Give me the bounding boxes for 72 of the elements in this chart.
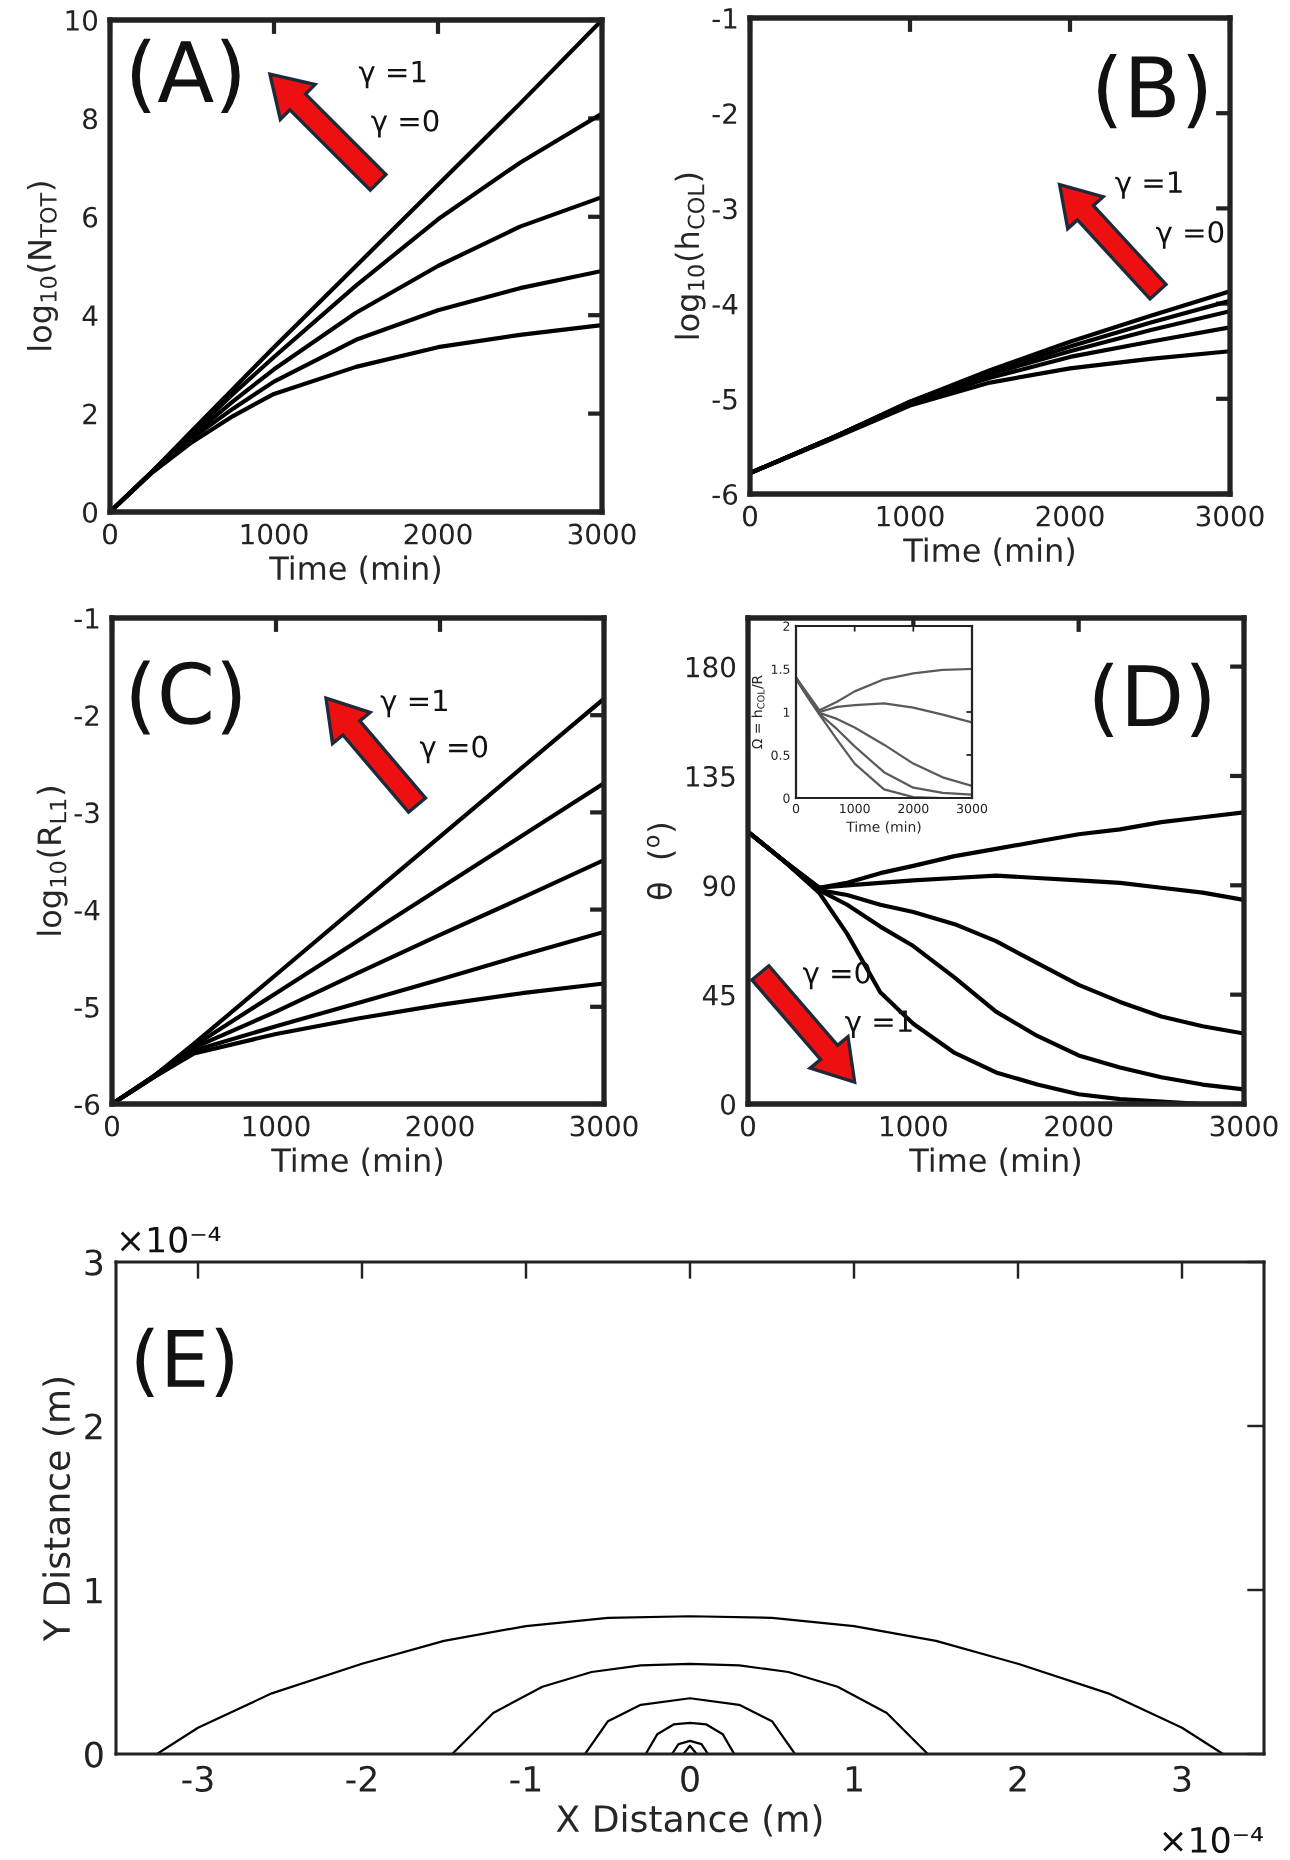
- x-tick-label: 3000: [570, 1115, 638, 1137]
- x-tick-label: 1000: [877, 505, 944, 527]
- x-tick-label: 2000: [1036, 505, 1104, 527]
- annotation: γ =0: [803, 961, 871, 990]
- x-tick-label: 2000: [406, 1115, 474, 1137]
- y-tick-label: -2: [712, 103, 737, 124]
- y-tick-label: -5: [712, 389, 737, 410]
- annotation: γ =1: [380, 689, 447, 718]
- text: ×10⁻⁴: [1163, 1826, 1263, 1854]
- x-axis-title: X Distance (m): [556, 1804, 822, 1837]
- annotation: γ =1: [845, 1010, 912, 1038]
- y-tick-label: -5: [74, 997, 99, 1018]
- y-tick-label: 0: [85, 1741, 103, 1768]
- x-axis-title: Time (min): [269, 555, 440, 585]
- y-tick-label: -4: [74, 899, 100, 921]
- y-tick-label: -1: [74, 608, 99, 629]
- y-tick-label: -2: [74, 705, 99, 726]
- text: ×10⁻⁴: [120, 1226, 221, 1253]
- y-tick-label: 135: [686, 765, 735, 787]
- x-tick-label: 1000: [243, 1115, 310, 1137]
- y-tick-label: 6: [83, 206, 98, 228]
- x-tick-label: 3000: [568, 523, 636, 545]
- x-tick-label: -2: [346, 1765, 376, 1792]
- annotation: γ =0: [1156, 220, 1224, 249]
- y-axis-title: log$_{10}$(N$_{TOT}$): [27, 182, 58, 350]
- x-tick-label: 3000: [1196, 505, 1264, 527]
- annotation: (C): [131, 660, 241, 735]
- y-tick-label: 180: [686, 656, 736, 678]
- annotation: (D): [1094, 662, 1210, 738]
- y-tick-label: 3: [85, 1249, 103, 1276]
- y-axis-title: log$_{10}$(R$_{L1}$): [36, 787, 68, 935]
- annotation: γ =0: [371, 109, 439, 138]
- y-tick-label: 0: [721, 1093, 736, 1115]
- x-tick-label: 3000: [1210, 1115, 1278, 1137]
- x-tick-label: -1: [510, 1766, 541, 1792]
- y-tick-label: -3: [712, 198, 737, 220]
- x-tick-label: 2000: [404, 523, 472, 545]
- y-axis-title: Y Distance (m): [42, 1377, 75, 1642]
- annotation: (A): [131, 38, 240, 114]
- x-tick-label: 1000: [881, 1115, 947, 1137]
- x-tick-label: 2000: [1045, 1115, 1113, 1137]
- x-tick-label: 1: [846, 1766, 862, 1792]
- x-tick-label: 0: [104, 1115, 119, 1137]
- y-axis-title: log$_{10}$(h$_{COL}$): [674, 173, 706, 339]
- y-tick-label: 1: [86, 1577, 102, 1604]
- annotation: (E): [136, 1327, 233, 1398]
- x-tick-label: 2: [1009, 1765, 1026, 1792]
- y-axis-title: θ ($^{o}$): [646, 824, 676, 900]
- x-tick-label: 0: [742, 505, 757, 527]
- x-tick-label: 0: [102, 523, 117, 545]
- annotation: γ =0: [419, 735, 488, 764]
- annotation: γ =1: [358, 60, 426, 89]
- y-tick-label: -6: [74, 1093, 100, 1115]
- x-axis-title: Time (min): [903, 537, 1074, 567]
- y-tick-label: -1: [712, 8, 737, 29]
- x-tick-label: 0: [740, 1115, 755, 1137]
- y-tick-label: 2: [85, 1413, 102, 1440]
- annotation: γ =1: [1115, 171, 1182, 199]
- annotation: (B): [1098, 53, 1207, 129]
- y-tick-label: 4: [82, 305, 98, 326]
- y-tick-label: -4: [712, 293, 738, 315]
- y-tick-label: 2: [83, 403, 97, 425]
- y-tick-label: 8: [83, 108, 97, 130]
- x-tick-label: 3: [1173, 1765, 1191, 1792]
- y-tick-label: -6: [712, 483, 738, 505]
- x-axis-title: Time (min): [909, 1147, 1080, 1177]
- x-tick-label: -3: [182, 1765, 213, 1792]
- y-tick-label: 10: [66, 9, 98, 31]
- x-tick-label: 1000: [241, 523, 308, 545]
- x-axis-title: Time (min): [271, 1147, 442, 1177]
- y-tick-label: 45: [702, 984, 735, 1006]
- y-tick-label: 90: [703, 875, 736, 897]
